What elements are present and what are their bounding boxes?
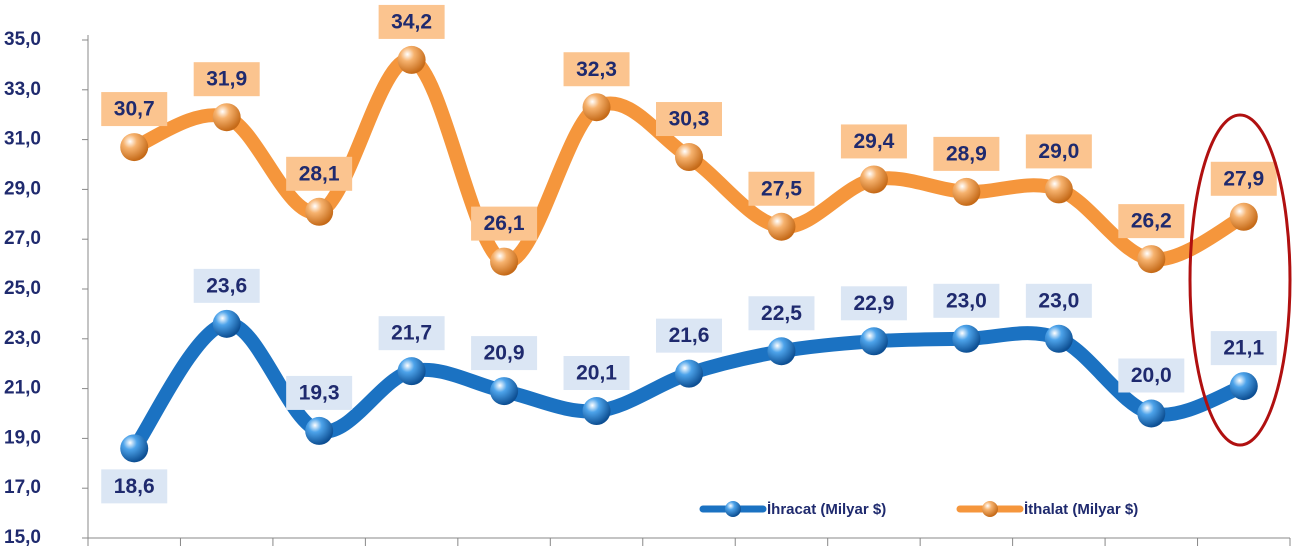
point-marker	[767, 212, 796, 241]
value-label: 30,7	[114, 98, 155, 121]
value-label-bg	[378, 316, 445, 351]
legend-label: İhracat (Milyar $)	[767, 501, 886, 518]
point-marker	[1044, 324, 1073, 353]
value-label: 28,1	[299, 162, 340, 185]
value-label-bg	[193, 268, 260, 303]
value-label-bg	[471, 206, 538, 241]
point-marker	[120, 434, 149, 463]
value-label-bg	[563, 356, 630, 391]
y-tick-label: 23,0	[4, 328, 41, 349]
legend-marker	[725, 501, 741, 517]
y-tick-label: 35,0	[4, 29, 41, 50]
value-label-bg	[1025, 134, 1092, 169]
point-marker	[1044, 175, 1073, 204]
legend-marker	[982, 501, 998, 517]
point-marker	[305, 197, 334, 226]
value-label-bg	[286, 375, 353, 410]
point-marker	[582, 93, 611, 122]
value-label-bg	[1210, 331, 1277, 366]
legend-label: İthalat (Milyar $)	[1024, 501, 1138, 518]
value-label-bg	[656, 318, 722, 353]
value-label: 23,6	[206, 274, 247, 297]
value-label-bg	[378, 4, 445, 39]
value-label-bg	[933, 283, 1000, 318]
point-marker	[1137, 399, 1166, 428]
value-label: 20,1	[576, 362, 617, 385]
point-marker	[767, 337, 796, 366]
y-tick-label: 27,0	[4, 228, 41, 249]
value-label-bg	[656, 102, 722, 137]
value-label: 34,2	[391, 10, 432, 33]
highlight-ellipse	[1188, 113, 1292, 447]
point-marker	[859, 165, 888, 194]
point-marker	[1229, 202, 1258, 231]
value-label-bg	[933, 136, 1000, 171]
value-label: 21,1	[1223, 337, 1264, 360]
value-label: 26,1	[484, 212, 525, 235]
point-marker	[397, 357, 426, 386]
y-tick-label: 31,0	[4, 129, 41, 150]
value-label: 19,3	[299, 381, 340, 404]
value-label: 27,5	[761, 177, 802, 200]
point-marker	[490, 377, 519, 406]
value-label: 22,5	[761, 302, 802, 325]
value-label: 29,0	[1038, 140, 1079, 163]
point-marker	[952, 177, 981, 206]
value-label-bg	[1210, 161, 1277, 196]
point-marker	[212, 103, 241, 132]
value-label: 32,3	[576, 58, 617, 81]
value-label: 21,7	[391, 322, 432, 345]
value-label-bg	[471, 336, 538, 371]
point-marker	[675, 143, 703, 172]
value-label: 29,4	[853, 130, 894, 153]
value-label: 27,9	[1223, 167, 1264, 190]
value-label: 28,9	[946, 142, 987, 165]
y-tick-label: 29,0	[4, 178, 41, 199]
point-marker	[397, 45, 426, 74]
point-marker	[675, 359, 703, 388]
point-marker	[952, 324, 981, 353]
value-label: 23,0	[946, 289, 987, 312]
point-marker	[305, 416, 334, 445]
y-tick-label: 19,0	[4, 427, 41, 448]
value-label: 20,9	[484, 342, 525, 365]
value-label: 26,2	[1131, 210, 1172, 233]
point-marker	[859, 327, 888, 356]
value-label-bg	[1025, 283, 1092, 318]
point-marker	[120, 133, 149, 162]
value-label: 22,9	[853, 292, 894, 315]
value-label-bg	[840, 124, 907, 159]
point-marker	[1137, 245, 1166, 274]
value-label-bg	[193, 62, 260, 97]
value-label: 23,0	[1038, 289, 1079, 312]
y-tick-label: 33,0	[4, 79, 41, 100]
value-label-bg	[748, 296, 815, 331]
y-tick-label: 17,0	[4, 477, 41, 498]
value-label-bg	[101, 92, 168, 127]
value-label-bg	[101, 469, 168, 504]
point-marker	[582, 397, 611, 426]
value-label: 21,6	[669, 324, 710, 347]
point-marker	[1229, 372, 1258, 401]
value-label: 30,3	[669, 108, 710, 131]
value-label-bg	[840, 286, 907, 321]
y-tick-label: 21,0	[4, 378, 41, 399]
value-label: 18,6	[114, 475, 155, 498]
value-label-bg	[286, 156, 353, 191]
value-label-bg	[563, 52, 630, 87]
point-marker	[490, 247, 519, 276]
value-label-bg	[1118, 358, 1185, 393]
value-label-bg	[1118, 204, 1185, 239]
y-tick-label: 15,0	[4, 527, 41, 548]
y-tick-label: 25,0	[4, 278, 41, 299]
value-label: 20,0	[1131, 364, 1172, 387]
point-marker	[212, 309, 241, 338]
value-label-bg	[748, 171, 815, 206]
value-label: 31,9	[206, 68, 247, 91]
